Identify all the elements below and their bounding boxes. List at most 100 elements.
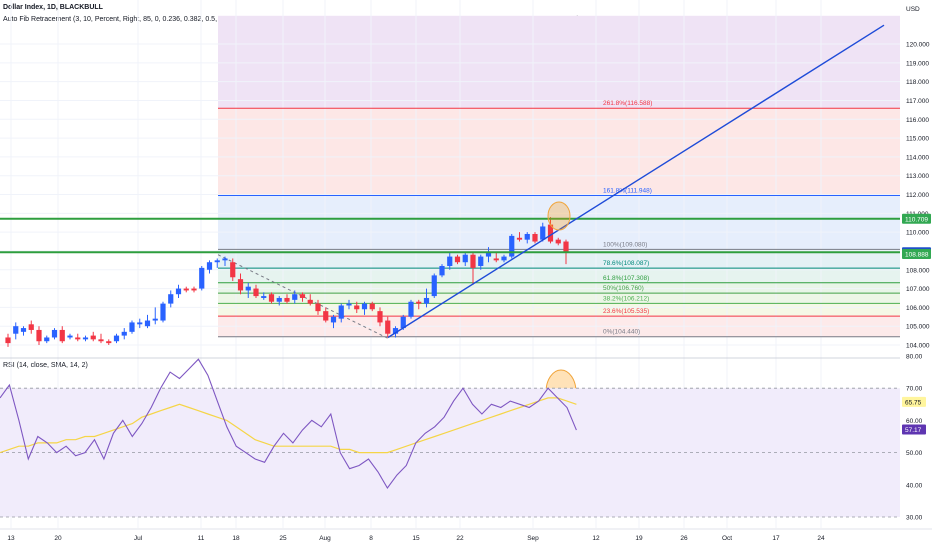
- rsi-badge: [902, 424, 926, 435]
- rsi-tick-label: 30.00: [906, 515, 923, 522]
- candle-body: [323, 311, 329, 321]
- candle-body: [214, 260, 220, 263]
- candle-body: [129, 322, 135, 332]
- candle: [454, 254, 461, 265]
- candle: [385, 316, 391, 338]
- fib-level-label: 38.2%(106.212): [603, 295, 649, 302]
- candle-body: [338, 305, 344, 319]
- candle-body: [90, 335, 96, 340]
- candle: [323, 307, 329, 323]
- fib-zone-6: [218, 293, 900, 304]
- candle-body: [470, 254, 476, 268]
- price-tick-label: 118.000: [906, 79, 929, 86]
- candle: [121, 328, 127, 340]
- candle-body: [183, 288, 189, 291]
- time-tick-label: 11: [198, 535, 205, 542]
- candle: [20, 326, 27, 336]
- time-tick-label: 19: [635, 535, 643, 542]
- candle-body: [431, 275, 437, 297]
- chart-title: Dollar Index, 1D, BLACKBULL: [3, 4, 103, 11]
- candle: [299, 292, 306, 302]
- candle: [98, 333, 104, 344]
- candle-body: [44, 337, 50, 342]
- currency-label: USD: [906, 6, 920, 13]
- time-tick-label: 13: [7, 535, 15, 542]
- candle-body: [230, 262, 236, 278]
- time-tick-label: 26: [680, 535, 688, 542]
- candle: [547, 217, 554, 244]
- candle-body: [454, 256, 461, 263]
- price-tick-label: 108.000: [906, 267, 930, 274]
- rsi-badge: [902, 396, 926, 407]
- candle-body: [191, 288, 197, 291]
- candle-body: [439, 265, 445, 276]
- fib-zone-5: [218, 282, 900, 294]
- candle: [245, 282, 251, 298]
- candle: [206, 260, 213, 274]
- candle: [354, 301, 360, 314]
- fib-level-label: 23.6%(105.535): [603, 308, 649, 315]
- candle-body: [98, 339, 104, 342]
- price-tick-label: 119.000: [906, 60, 929, 67]
- candle: [44, 335, 50, 344]
- candle: [222, 256, 228, 266]
- time-tick-label: Aug: [319, 535, 331, 542]
- rsi-tick-label: 80.00: [906, 354, 923, 361]
- candle: [5, 333, 11, 347]
- fib-level-label: 78.6%(108.087): [603, 260, 649, 267]
- candle-body: [67, 335, 73, 338]
- candle: [431, 273, 437, 298]
- price-badge: [902, 213, 931, 224]
- candle-body: [400, 316, 406, 329]
- candle-body: [563, 241, 569, 253]
- candle-body: [555, 239, 561, 244]
- candle: [330, 314, 337, 329]
- price-tick-label: 112.000: [906, 192, 929, 199]
- candle: [75, 333, 81, 342]
- candle: [261, 292, 267, 300]
- rsi-tick-label: 60.00: [906, 418, 923, 425]
- fib-level-label: 0%(104.440): [603, 329, 640, 336]
- candle-body: [144, 320, 151, 327]
- price-tick-label: 115.000: [906, 136, 929, 143]
- candle-body: [346, 303, 352, 306]
- time-tick-label: 8: [369, 535, 373, 542]
- rsi-ma-line: [0, 397, 577, 454]
- candle-body: [5, 337, 11, 344]
- rsi-badge-label: 57.17: [905, 427, 922, 434]
- candle: [369, 301, 375, 312]
- candle-body: [509, 235, 515, 257]
- rsi-tick-label: 70.00: [906, 386, 923, 393]
- candle: [307, 294, 313, 306]
- candle-body: [276, 297, 282, 302]
- candle: [361, 301, 368, 315]
- candle: [462, 252, 468, 266]
- top-highlight-ellipse: [547, 201, 571, 231]
- candle-body: [28, 324, 34, 330]
- time-tick-label: 22: [456, 535, 464, 542]
- candle: [470, 252, 476, 285]
- candle-body: [268, 294, 275, 302]
- candle: [423, 288, 430, 308]
- candle: [230, 258, 236, 282]
- candle-body: [299, 294, 306, 298]
- candle: [191, 286, 197, 293]
- time-tick-label: 18: [232, 535, 240, 542]
- candle-body: [175, 288, 182, 295]
- fib-zone-1: [218, 108, 900, 196]
- price-tick-label: 116.000: [906, 117, 929, 124]
- candle: [439, 264, 445, 278]
- candle: [237, 273, 244, 295]
- candle: [493, 252, 499, 263]
- fib-level-label: 50%(106.760): [603, 285, 644, 292]
- candle-body: [478, 256, 484, 266]
- candle-body: [284, 297, 290, 302]
- candle: [13, 322, 19, 340]
- candle-body: [13, 326, 19, 334]
- fib-zone-3: [218, 249, 900, 269]
- price-tick-label: 110.000: [906, 230, 929, 237]
- price-tick-label: 113.000: [906, 173, 929, 180]
- price-tick-label: 107.000: [906, 286, 930, 293]
- rsi-tick-label: 50.00: [906, 450, 923, 457]
- price-tick-label: 106.000: [906, 305, 930, 312]
